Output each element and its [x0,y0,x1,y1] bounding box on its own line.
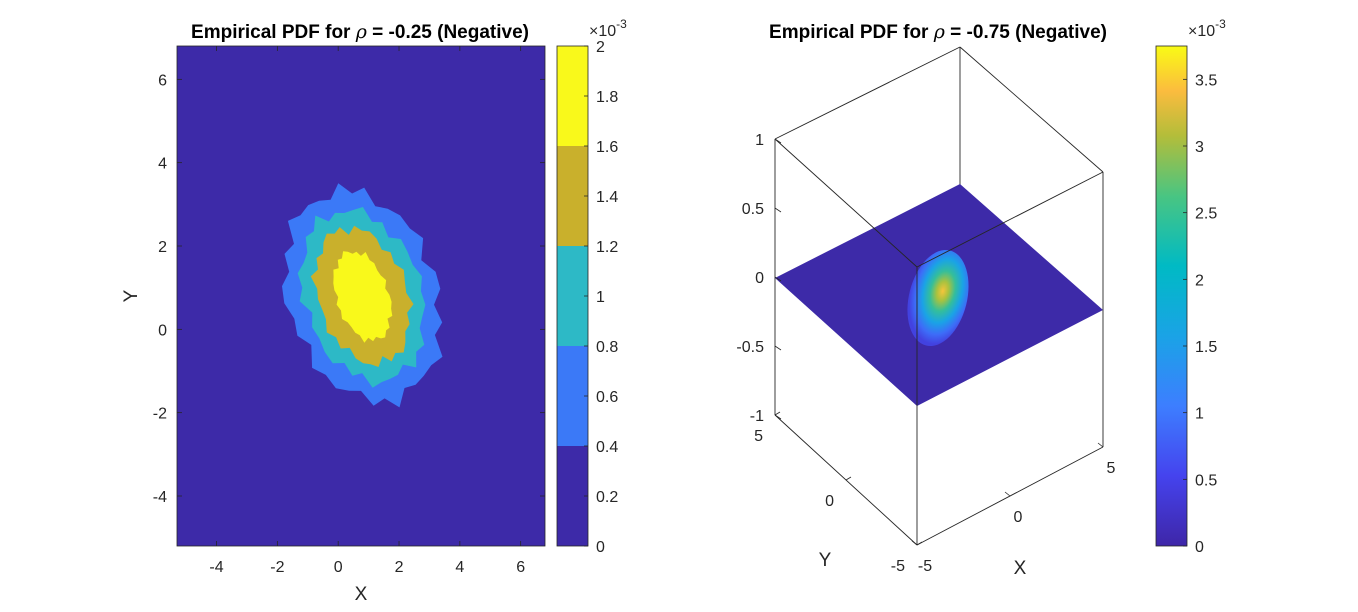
chart-2-colorbar-tick-label: 2.5 [1195,206,1217,223]
chart-1-colorbar-tick-label: 0.2 [596,489,618,506]
chart-1-y-label: Y [121,289,142,302]
chart-1-x-tick-label: 2 [395,559,404,576]
chart-1-colorbar-fill [556,45,589,547]
chart-1-colorbar-tick-label: 1.6 [596,139,618,156]
chart-2-title: Empirical PDF for ρ = -0.75 (Negative) [769,21,1107,43]
chart-2-y-tick-label: -5 [891,558,905,575]
chart-2-z-tick-mark [774,345,782,351]
chart-1-y-ticks: -4 -2 0 2 4 6 [153,72,545,506]
chart-1-colorbar-tick-label: 1.4 [596,189,618,206]
chart-2-x-tick-mark [1004,491,1011,497]
chart-1-y-tick-label: -2 [153,406,167,423]
chart-1-colorbar-ticks: 0 0.2 0.4 0.6 0.8 1 1.2 1.4 1.6 1.8 2 [584,39,618,556]
chart-1-contour-level-4 [333,251,393,343]
chart-2-colorbar-tick-label: 1.5 [1195,339,1217,356]
chart-1-x-label: X [355,584,368,605]
chart-2-density-peak [907,249,969,347]
chart-1-title-prefix: Empirical PDF for [191,22,356,43]
chart-2-y-tick-label: 5 [754,428,763,445]
chart-2-colorbar-tick-label: 0 [1195,539,1204,556]
chart-1-x-tick-label: -4 [209,559,223,576]
chart-1-colorbar-exponent: ×10-3 [589,17,627,40]
chart-1-axes-box [176,45,546,547]
chart-1-y-tick-label: 0 [158,322,167,339]
chart-2-colorbar-tick-label: 3.5 [1195,72,1217,89]
chart-2-colorbar-ticks: 0 0.5 1 1.5 2 2.5 3 3.5 [1183,72,1217,556]
chart-1-colorbar-exponent-base: ×10 [589,23,616,40]
chart-2-z-tick-label: -1 [750,408,764,425]
chart-2-z-tick-mark [774,138,782,144]
chart-2-x-tick-mark [911,540,918,546]
chart-2-z-tick-label: -0.5 [736,339,764,356]
chart-2-colorbar-exponent-base: ×10 [1188,23,1215,40]
chart-1-colorbar-exponent-power: -3 [616,17,627,31]
chart-2-x-tick-label: -5 [918,558,932,575]
chart-1-x-tick-label: 0 [334,559,343,576]
chart-1-colorbar-tick-label: 1 [596,289,605,306]
chart-2-colorbar-tick-label: 1 [1195,406,1204,423]
chart-2-title-prefix: Empirical PDF for [769,22,934,43]
chart-2-y-tick-mark [774,411,781,416]
chart-1-colorbar: 0 0.2 0.4 0.6 0.8 1 1.2 1.4 1.6 1.8 2 ×10-3 [556,17,627,556]
chart-1-y-tick-label: -4 [153,489,167,506]
chart-2-z-tick-label: 1 [755,132,764,149]
chart-1-x-tick-label: 4 [455,559,464,576]
chart-1-title: Empirical PDF for ρ = -0.25 (Negative) [191,21,529,43]
chart-2-title-suffix: = -0.75 (Negative) [945,22,1107,43]
chart-2-title-symbol: ρ [933,21,946,43]
chart-2-colorbar-fill [1155,45,1188,547]
chart-1-x-tick-label: 6 [516,559,525,576]
chart-2-colorbar-tick-label: 2 [1195,272,1204,289]
chart-2-x-ticks: -5 0 5 [911,442,1116,575]
chart-1-colorbar-tick-label: 2 [596,39,605,56]
chart-2-x-tick-label: 0 [1014,509,1023,526]
chart-2-colorbar-tick-label: 3 [1195,139,1204,156]
chart-2-y-ticks: -5 0 5 [754,411,923,575]
chart-1-x-tick-label: -2 [270,559,284,576]
chart-1-colorbar-tick-label: 0.8 [596,339,618,356]
chart-1-colorbar-tick-label: 0.4 [596,439,618,456]
chart-1-colorbar-tick-label: 1.8 [596,89,618,106]
chart-2-x-label: X [1014,558,1027,579]
chart-2-z-tick-mark [774,276,782,282]
chart-2-x-tick-mark [1097,442,1104,448]
chart-1-contour-regions [282,183,443,408]
chart-2-colorbar-tick-label: 0.5 [1195,472,1217,489]
chart-2-y-tick-label: 0 [825,493,834,510]
chart-1: Empirical PDF for ρ = -0.25 (Negative) -… [121,17,627,605]
chart-2-z-tick-label: 0.5 [742,201,764,218]
chart-2-colorbar: 0 0.5 1 1.5 2 2.5 3 3.5 ×10-3 [1155,17,1226,556]
chart-2-y-label: Y [819,550,832,571]
chart-2-z-tick-mark [774,414,782,420]
chart-1-title-suffix: = -0.25 (Negative) [367,22,529,43]
chart-1-title-symbol: ρ [355,21,368,43]
chart-2-colorbar-exponent-power: -3 [1215,17,1226,31]
chart-2-x-tick-label: 5 [1107,460,1116,477]
chart-2-z-tick-mark [774,207,782,213]
chart-2-y-tick-mark [916,541,923,546]
chart-1-colorbar-tick-label: 0.6 [596,389,618,406]
chart-1-colorbar-tick-label: 1.2 [596,239,618,256]
chart-1-y-tick-label: 6 [158,72,167,89]
chart-2-colorbar-exponent: ×10-3 [1188,17,1226,40]
chart-1-y-tick-label: 4 [158,156,167,173]
chart-1-colorbar-tick-label: 0 [596,539,605,556]
chart-2-z-ticks: -1 -0.5 0 0.5 1 [736,132,782,425]
chart-2-y-tick-mark [845,476,852,481]
chart-2-z-tick-label: 0 [755,270,764,287]
chart-1-y-tick-label: 2 [158,239,167,256]
chart-1-x-ticks: -4 -2 0 2 4 6 [209,46,525,576]
chart-2: Empirical PDF for ρ = -0.75 (Negative) -… [736,17,1226,579]
